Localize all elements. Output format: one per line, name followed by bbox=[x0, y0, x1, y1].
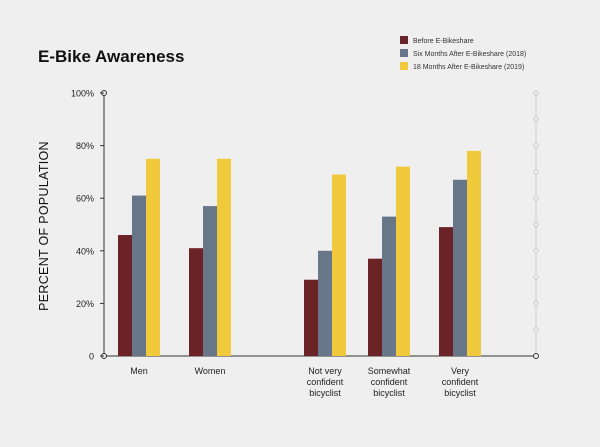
legend-label: 18 Months After E-Bikeshare (2019) bbox=[413, 64, 524, 71]
bars bbox=[118, 150, 481, 356]
bar bbox=[453, 179, 467, 356]
category-labels: Men Women Not veryconfidentbicyclistSomewh… bbox=[130, 366, 479, 398]
bar bbox=[217, 158, 231, 356]
category-label: Women bbox=[195, 366, 226, 376]
right-axis-marker bbox=[533, 116, 539, 122]
category-label: Men bbox=[130, 366, 148, 376]
category-label: confident bbox=[307, 377, 344, 387]
legend-label: Six Months After E-Bikeshare (2018) bbox=[413, 51, 526, 58]
category-label: confident bbox=[442, 377, 479, 387]
chart-title: E-Bike Awareness bbox=[38, 47, 184, 66]
right-axis-marker bbox=[533, 195, 539, 201]
bar bbox=[382, 216, 396, 356]
y-tick-label: 40% bbox=[76, 246, 94, 256]
bar bbox=[332, 174, 346, 356]
right-axis-marker bbox=[533, 143, 539, 149]
bar bbox=[189, 248, 203, 356]
right-axis-marker bbox=[533, 300, 539, 306]
right-axis-marker bbox=[533, 327, 539, 333]
y-tick-label: 80% bbox=[76, 141, 94, 151]
category-label: Very bbox=[451, 366, 470, 376]
bar bbox=[396, 166, 410, 356]
bar bbox=[132, 195, 146, 356]
legend-swatch bbox=[400, 36, 408, 44]
y-tick-label: 100% bbox=[71, 89, 94, 99]
right-axis-marker bbox=[533, 221, 539, 228]
category-label: Somewhat bbox=[368, 366, 411, 376]
legend-label: Before E-Bikeshare bbox=[413, 38, 474, 45]
y-tick-label: 0 bbox=[89, 352, 94, 362]
axes: 0 20% 40% 60% 80% 100% bbox=[71, 89, 539, 362]
x-axis-end-marker bbox=[533, 353, 539, 359]
legend-swatch bbox=[400, 62, 408, 70]
right-axis-marker bbox=[533, 169, 539, 175]
right-axis-marker bbox=[533, 90, 539, 96]
legend-swatch bbox=[400, 49, 408, 57]
y-tick-label: 20% bbox=[76, 299, 94, 309]
category-label: Not very bbox=[308, 366, 342, 376]
y-tick-label: 60% bbox=[76, 194, 94, 204]
bar bbox=[439, 227, 453, 356]
bar bbox=[146, 158, 160, 356]
bar bbox=[203, 206, 217, 356]
right-axis-marker bbox=[533, 274, 539, 280]
legend: Before E-Bikeshare Six Months After E-Bik… bbox=[400, 36, 526, 71]
right-axis-marker bbox=[533, 248, 539, 254]
bar bbox=[318, 250, 332, 356]
bar bbox=[368, 258, 382, 356]
bar bbox=[118, 235, 132, 356]
category-label: bicyclist bbox=[309, 388, 341, 398]
bar bbox=[304, 279, 318, 356]
category-label: bicyclist bbox=[373, 388, 405, 398]
category-label: confident bbox=[371, 377, 408, 387]
y-axis-label: PERCENT OF POPULATION bbox=[37, 141, 51, 311]
category-label: bicyclist bbox=[444, 388, 476, 398]
bar bbox=[467, 150, 481, 356]
